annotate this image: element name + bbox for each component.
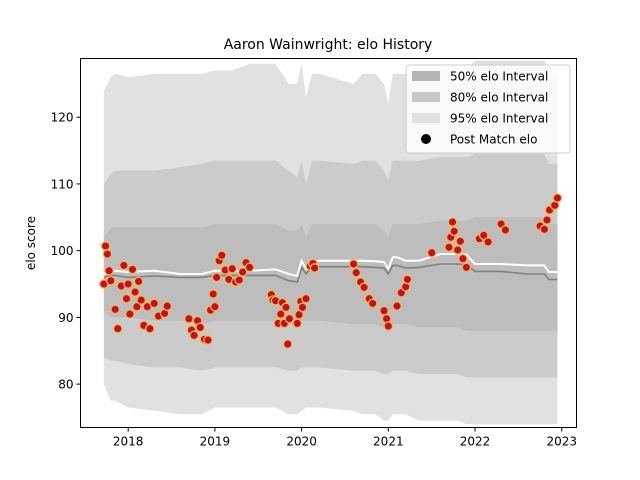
post-match-point (309, 263, 320, 273)
post-match-point (282, 339, 293, 349)
post-match-point (130, 287, 140, 297)
x-tick-label: 2018 (113, 435, 144, 449)
post-match-point (119, 260, 129, 271)
y-axis-label: elo score (24, 216, 38, 270)
chart-title: Aaron Wainwright: elo History (224, 37, 433, 53)
post-match-point (392, 301, 402, 311)
post-match-point (458, 253, 468, 264)
post-match-point (379, 305, 389, 316)
legend: 50% elo Interval 80% elo Interval 95% elo … (405, 64, 571, 154)
legend-marker (421, 134, 431, 144)
y-tick-label: 110 (51, 177, 74, 191)
post-match-point (136, 295, 147, 305)
post-match-point (195, 322, 206, 333)
post-match-point (539, 224, 550, 235)
post-match-point (132, 301, 142, 312)
plot-frame (80, 58, 577, 428)
legend-label: 80% elo Interval (450, 91, 548, 105)
post-match-point (110, 304, 121, 315)
post-match-point (149, 298, 160, 309)
post-match-point (133, 276, 144, 287)
post-match-point (104, 265, 114, 276)
post-match-point (237, 267, 248, 277)
post-match-point (452, 245, 463, 255)
post-match-point (210, 301, 220, 312)
legend-box (405, 64, 571, 154)
post-match-point (184, 313, 194, 324)
x-axis: 2018 2019 2020 2021 2022 2023 (113, 427, 577, 449)
post-match-point (102, 249, 113, 259)
post-match-point (112, 323, 123, 334)
y-tick-label: 100 (51, 244, 74, 258)
post-match-point (402, 274, 413, 285)
post-match-point (301, 293, 311, 304)
y-tick-label: 120 (51, 111, 74, 125)
legend-label: Post Match elo (450, 133, 537, 147)
legend-label: 50% elo Interval (450, 70, 548, 84)
post-match-point (216, 250, 227, 261)
post-match-point (203, 335, 213, 345)
x-tick-label: 2019 (200, 435, 231, 449)
post-match-point (447, 217, 458, 227)
post-match-point (100, 241, 111, 251)
post-match-points (99, 193, 563, 349)
band-band50 (103, 217, 558, 331)
x-tick-label: 2020 (286, 435, 317, 449)
y-tick-label: 80 (58, 378, 73, 392)
x-tick-label: 2022 (460, 435, 491, 449)
post-match-point (455, 236, 466, 247)
post-match-point (359, 282, 369, 293)
post-match-point (208, 289, 219, 299)
x-tick-label: 2021 (373, 435, 404, 449)
post-match-point (127, 264, 138, 275)
y-tick-label: 90 (58, 311, 73, 325)
post-match-point (500, 225, 511, 235)
post-match-point (105, 275, 116, 286)
post-match-point (227, 263, 238, 274)
y-axis: 80 90 100 110 120 (51, 111, 81, 392)
post-match-point (121, 293, 132, 304)
post-match-point (189, 330, 199, 341)
post-match-point (348, 259, 359, 269)
post-match-point (281, 302, 291, 313)
post-match-point (444, 242, 454, 253)
post-match-point (478, 230, 489, 241)
post-match-point (275, 309, 286, 319)
post-match-point (552, 193, 563, 203)
post-match-point (244, 262, 255, 273)
post-match-point (292, 318, 303, 329)
post-match-point (234, 275, 245, 285)
post-match-point (351, 267, 362, 278)
post-match-point (383, 321, 394, 331)
post-match-point (483, 237, 493, 247)
legend-label: 95% elo Interval (450, 112, 548, 126)
legend-swatch (412, 113, 440, 123)
x-tick-label: 2023 (546, 435, 577, 449)
post-match-point (211, 272, 222, 283)
post-match-point (367, 298, 378, 309)
legend-swatch (412, 71, 440, 81)
post-match-point (284, 313, 295, 324)
post-match-point (461, 262, 472, 273)
post-match-point (297, 302, 308, 313)
post-match-point (426, 247, 437, 258)
legend-swatch (412, 92, 440, 102)
post-match-point (145, 323, 155, 334)
post-match-point (542, 215, 552, 225)
post-match-point (162, 301, 173, 311)
post-match-point (123, 279, 134, 289)
post-match-point (449, 226, 460, 237)
post-match-point (125, 309, 135, 319)
